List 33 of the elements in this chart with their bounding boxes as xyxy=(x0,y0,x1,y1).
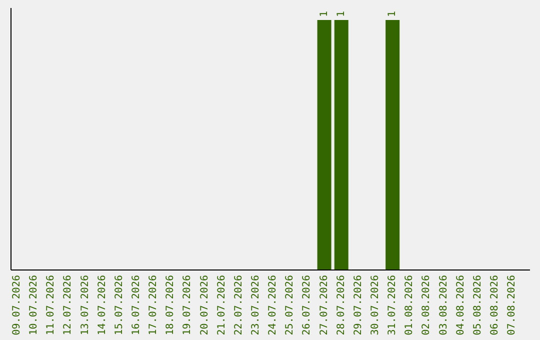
x-tick-label: 20.07.2026 xyxy=(199,275,210,336)
x-tick-label: 19.07.2026 xyxy=(182,275,194,336)
x-tick-label: 10.07.2026 xyxy=(28,275,40,336)
x-tick-label: 06.08.2026 xyxy=(489,275,500,336)
x-tick-label: 11.07.2026 xyxy=(46,275,57,336)
x-tick-label: 12.07.2026 xyxy=(62,275,74,336)
x-tick-label: 26.07.2026 xyxy=(302,275,313,336)
x-tick-label: 24.07.2026 xyxy=(268,275,279,336)
x-tick-label: 13.07.2026 xyxy=(80,275,91,336)
x-tick-label: 25.07.2026 xyxy=(284,275,296,336)
x-tick-label: 29.07.2026 xyxy=(352,275,364,336)
x-tick-label: 23.07.2026 xyxy=(250,275,262,336)
x-tick-label: 18.07.2026 xyxy=(165,275,176,336)
x-tick-label: 15.07.2026 xyxy=(114,275,125,336)
x-tick-label: 22.07.2026 xyxy=(233,275,244,336)
x-tick-label: 01.08.2026 xyxy=(404,275,416,336)
x-tick-label: 14.07.2026 xyxy=(96,275,108,336)
x-tick-label: 09.07.2026 xyxy=(12,275,23,336)
data-label: 1 xyxy=(336,10,347,17)
x-tick-label: 31.07.2026 xyxy=(387,275,398,336)
x-tick-label: 03.08.2026 xyxy=(438,275,450,336)
x-tick-label: 07.08.2026 xyxy=(506,275,518,336)
x-tick-label: 04.08.2026 xyxy=(455,275,466,336)
x-tick-label: 17.07.2026 xyxy=(148,275,160,336)
x-tick-label: 16.07.2026 xyxy=(131,275,142,336)
x-tick-label: 21.07.2026 xyxy=(216,275,228,336)
data-label: 1 xyxy=(387,10,398,17)
x-tick-label: 27.07.2026 xyxy=(318,275,330,336)
x-tick-label: 30.07.2026 xyxy=(370,275,382,336)
x-tick-label: 28.07.2026 xyxy=(336,275,347,336)
data-label: 1 xyxy=(318,10,330,17)
x-tick-label: 05.08.2026 xyxy=(472,275,484,336)
x-tick-label: 02.08.2026 xyxy=(421,275,432,336)
